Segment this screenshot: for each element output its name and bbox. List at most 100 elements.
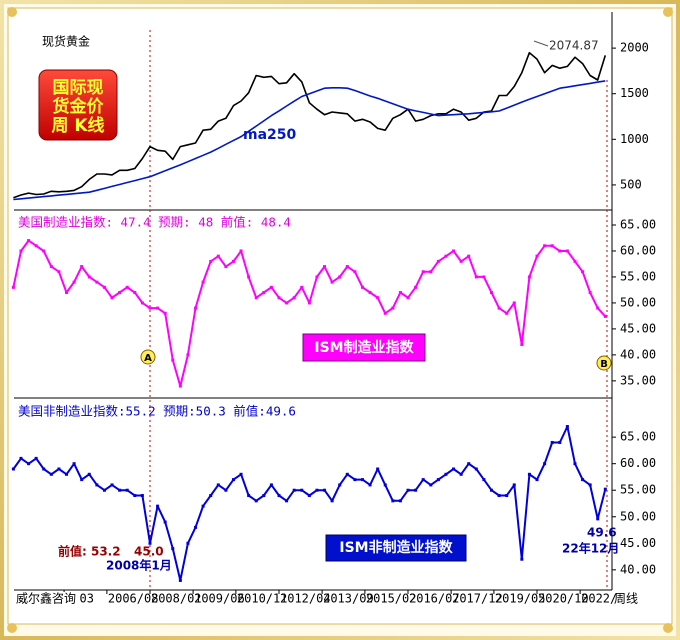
data-point [383,483,387,487]
data-point [360,285,364,289]
data-point [300,285,304,289]
data-point [315,275,319,279]
data-point [338,483,342,487]
data-point [156,306,160,310]
data-point [95,483,99,487]
panel-header: 美国非制造业指数:55.2 预期:50.3 前值:49.6 [18,404,296,419]
data-point [125,285,129,289]
data-point [262,291,266,295]
data-point [603,314,607,318]
data-point [588,291,592,295]
x-tick-label: 2017/12 [452,592,503,606]
y-tick-label: 2000 [620,41,649,55]
data-point [102,488,106,492]
plot-background [7,7,673,625]
data-point [118,291,122,295]
data-point [406,488,410,492]
data-point [505,311,509,315]
plot-area: 500 1000 1500 2000 35.00 40.00 45.00 50.00 55.00… [11,41,656,582]
data-point [436,478,440,482]
data-point [231,259,235,263]
data-point [398,291,402,295]
x-tick-label: 2020/10 [538,592,589,606]
event-marker-label: A [144,353,152,364]
data-point [148,541,152,545]
chart-title: 现货黄金 [42,34,90,49]
data-point [27,462,31,466]
data-point [368,483,372,487]
data-point [140,494,144,498]
data-point [19,456,23,460]
data-point [323,265,327,269]
data-point [497,494,501,498]
data-point [224,488,228,492]
y-tick-label: 55.00 [620,483,656,497]
data-point [95,280,99,284]
data-point [452,249,456,253]
data-point [436,259,440,263]
series-label: ISM制造业指数 [314,339,414,356]
source-background [14,592,80,606]
data-point [535,254,539,258]
data-point [482,275,486,279]
y-tick-label: 45.00 [620,321,656,335]
data-point [444,254,448,258]
data-point [254,499,258,503]
data-point [72,280,76,284]
annotation: 2008年1月 [106,558,172,573]
data-point [42,249,46,253]
data-point [133,291,137,295]
data-point [550,244,554,248]
data-point [353,270,357,274]
data-point [201,504,205,508]
x-axis: 5/032006/082008/012009/062010/112012/042… [63,590,617,606]
data-point [565,249,569,253]
data-point [80,478,84,482]
annotation: 45.0 [134,545,164,559]
data-point [323,488,327,492]
x-tick-label: 2016/07 [409,592,460,606]
event-marker [596,355,612,371]
data-point [391,499,395,503]
y-tick-label: 60.00 [620,456,656,470]
data-point [49,472,53,476]
series-label: ma250 [243,127,297,143]
data-point [406,296,410,300]
y-tick-label: 50.00 [620,295,656,309]
event-marker [140,349,156,365]
data-point [330,280,334,284]
data-point [277,494,281,498]
data-point [452,467,456,471]
x-tick-label: 2010/11 [237,592,288,606]
data-point [581,270,585,274]
badge-text: 货金价 [53,96,105,117]
data-point [421,270,425,274]
data-point [353,478,357,482]
data-point [368,291,372,295]
data-point [171,358,175,362]
y-tick-label: 35.00 [620,373,656,387]
x-tick-label: 2009/06 [194,592,245,606]
badge [38,69,118,141]
x-tick-label: 2012/04 [280,592,331,606]
data-point [72,462,76,466]
data-point [596,306,600,310]
data-point [163,311,167,315]
data-point [216,254,220,258]
data-point [285,499,289,503]
data-point [102,285,106,289]
data-point [125,488,129,492]
data-point [239,472,243,476]
data-point [376,467,380,471]
data-point [512,301,516,305]
series-line [13,80,606,201]
data-point [80,265,84,269]
data-point [186,541,190,545]
data-point [65,472,69,476]
data-point [11,285,15,289]
data-point [269,483,273,487]
data-point [489,488,493,492]
data-point [247,494,251,498]
data-point [148,306,152,310]
